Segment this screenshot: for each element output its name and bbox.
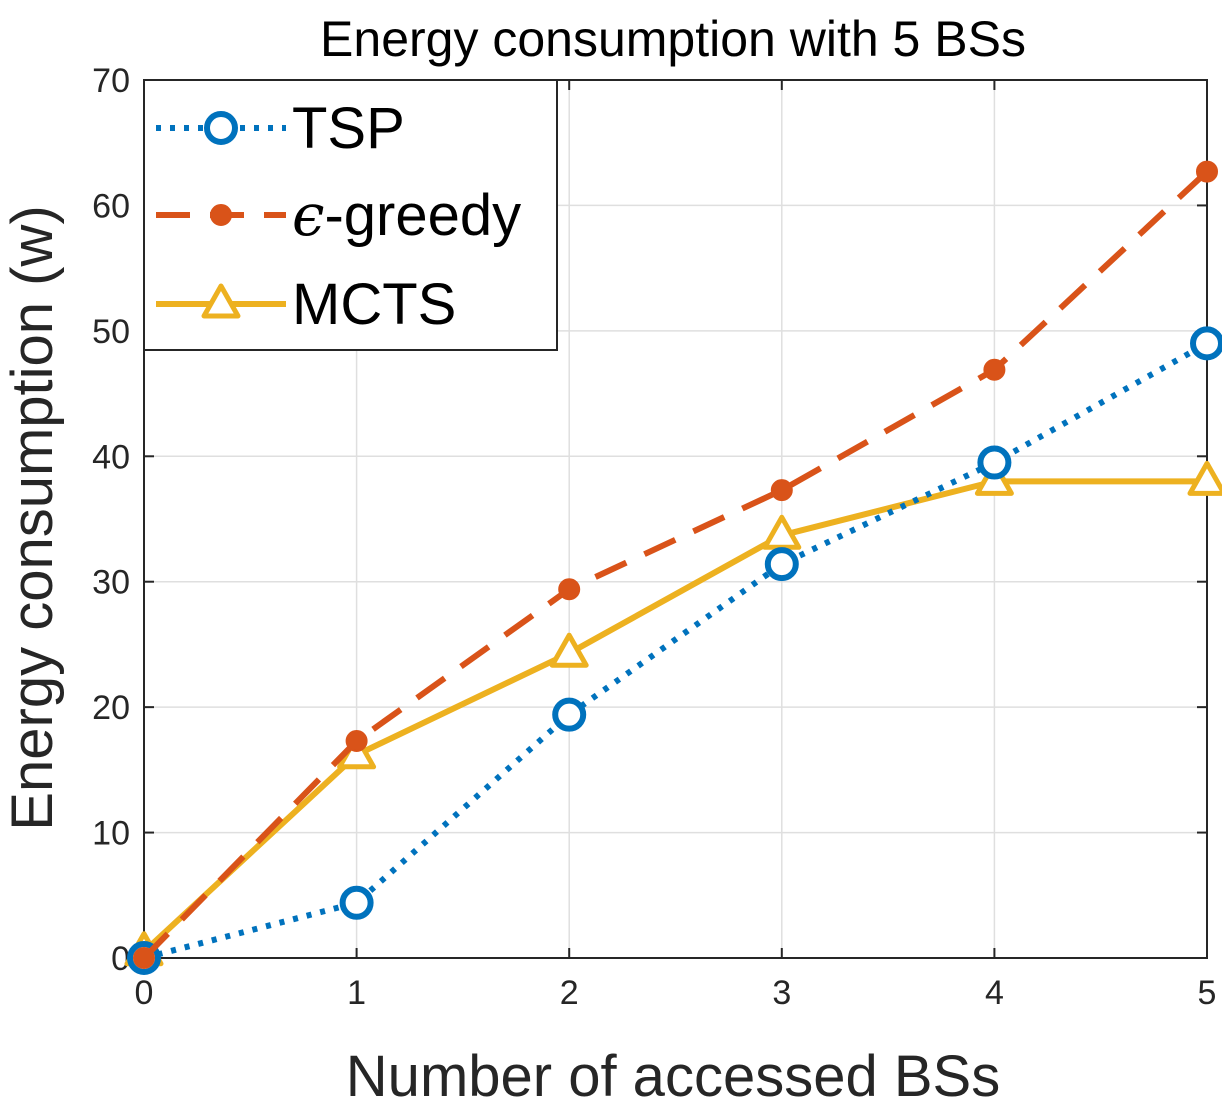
legend-swatch-marker — [210, 204, 232, 226]
x-tick-label: 0 — [135, 974, 154, 1012]
y-tick-label: 40 — [92, 438, 130, 476]
x-axis-label: Number of accessed BSs — [346, 1044, 1000, 1109]
data-point — [345, 730, 368, 753]
y-tick-labels: 0 10 20 30 40 50 60 70 — [92, 62, 1207, 978]
x-tick-label: 1 — [347, 974, 366, 1012]
series-tsp — [127, 326, 1222, 975]
series-layer — [124, 160, 1222, 975]
data-point — [558, 578, 581, 601]
x-tick-label: 5 — [1198, 974, 1217, 1012]
legend-item: MCTS — [156, 272, 456, 337]
legend-item: TSP — [156, 96, 405, 161]
legend-label-text: TSP — [292, 96, 405, 161]
data-point — [764, 547, 799, 582]
data-point — [1187, 460, 1222, 496]
legend-label: MCTS — [292, 272, 456, 337]
data-point — [1196, 160, 1218, 183]
series-greedy — [133, 160, 1218, 969]
legend-label: ϵ-greedy — [292, 181, 521, 249]
data-point — [977, 445, 1012, 480]
legend: TSP ϵ-greedy MCTS — [143, 79, 558, 351]
legend-label-symbol: ϵ — [292, 181, 324, 249]
y-tick-label: 10 — [92, 815, 130, 853]
data-point — [1190, 326, 1222, 361]
x-tick-label: 2 — [560, 974, 579, 1012]
legend-swatch-marker — [204, 111, 238, 145]
series-line — [143, 340, 1209, 961]
data-point — [552, 697, 587, 732]
legend-items: TSP ϵ-greedy MCTS — [156, 96, 521, 337]
y-tick-label: 20 — [92, 689, 130, 727]
legend-swatch-marker — [201, 283, 241, 319]
y-tick-label: 50 — [92, 313, 130, 351]
data-point — [549, 632, 589, 668]
chart-title: Energy consumption with 5 BSs — [320, 11, 1026, 67]
y-tick-label: 70 — [92, 62, 130, 100]
data-point — [339, 885, 374, 920]
data-point — [983, 358, 1006, 381]
y-tick-label: 60 — [92, 187, 130, 225]
data-point — [770, 479, 793, 502]
y-tick-label: 30 — [92, 564, 130, 602]
x-tick-label: 3 — [772, 974, 791, 1012]
legend-label-text: -greedy — [324, 183, 521, 248]
x-tick-label: 4 — [985, 974, 1004, 1012]
y-axis-label: Energy consumption (w) — [0, 205, 65, 830]
legend-label: TSP — [292, 96, 405, 161]
series-line — [141, 478, 1207, 954]
plot-frame — [143, 79, 1208, 959]
legend-item: ϵ-greedy — [156, 181, 521, 249]
data-point — [133, 947, 155, 969]
legend-label-text: MCTS — [292, 272, 456, 337]
series-line — [141, 169, 1210, 961]
x-tick-labels: 0 1 2 3 4 5 — [135, 80, 1217, 1012]
y-tick-label: 0 — [111, 940, 130, 978]
